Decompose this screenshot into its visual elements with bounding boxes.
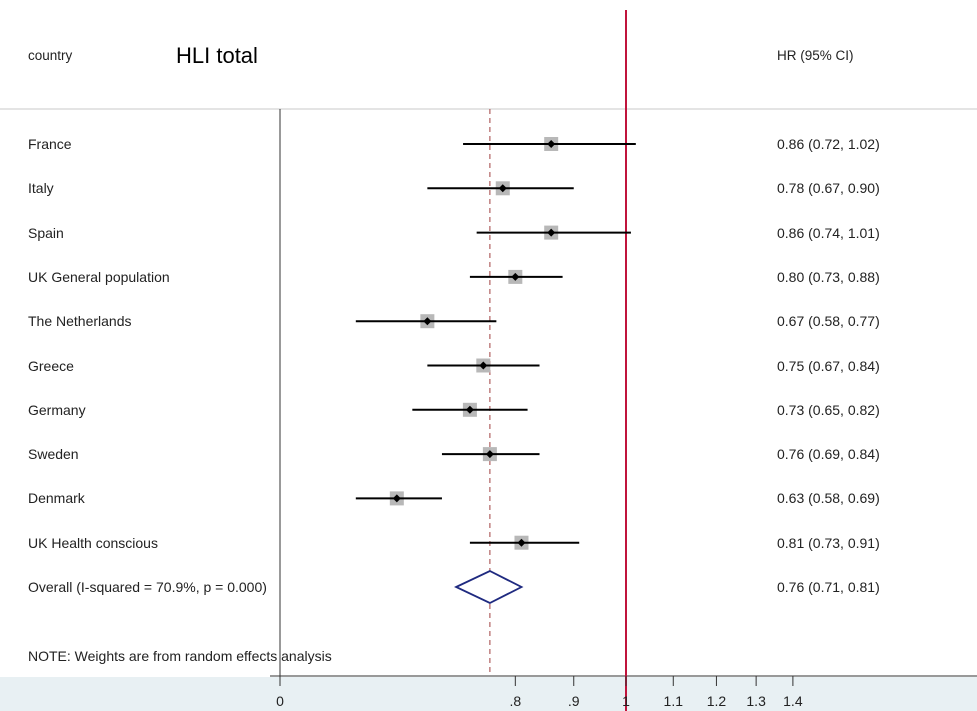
study-label: Sweden (28, 446, 79, 463)
overall-label: Overall (I-squared = 70.9%, p = 0.000) (28, 579, 267, 595)
point-estimate-marker (392, 494, 401, 503)
study-ci-text: 0.67 (0.58, 0.77) (777, 313, 880, 330)
x-tick-label: 1.1 (664, 693, 684, 709)
point-estimate-marker (479, 361, 488, 370)
point-estimate-marker (485, 450, 494, 459)
study-ci-text: 0.81 (0.73, 0.91) (777, 534, 880, 551)
overall-ci-text: 0.76 (0.71, 0.81) (777, 579, 880, 595)
point-estimate-marker (517, 538, 526, 547)
x-tick-label: .9 (568, 693, 580, 709)
study-ci-text: 0.80 (0.73, 0.88) (777, 268, 880, 285)
study-label: Italy (28, 180, 54, 197)
study-ci-text: 0.78 (0.67, 0.90) (777, 180, 880, 197)
study-ci-text: 0.76 (0.69, 0.84) (777, 446, 880, 463)
study-ci-text: 0.73 (0.65, 0.82) (777, 401, 880, 418)
x-tick-label: 0 (276, 693, 284, 709)
study-label: Germany (28, 401, 86, 418)
study-ci-text: 0.63 (0.58, 0.69) (777, 490, 880, 507)
x-tick-label: 1.4 (783, 693, 803, 709)
x-tick-label: 1 (622, 693, 630, 709)
study-label: France (28, 136, 72, 152)
study-ci-text: 0.75 (0.67, 0.84) (777, 357, 880, 374)
study-label: Greece (28, 357, 74, 374)
chart-title: HLI total (176, 43, 258, 68)
point-estimate-marker (498, 184, 507, 193)
point-estimate-marker (547, 140, 556, 148)
study-label: The Netherlands (28, 313, 132, 330)
x-tick-label: .8 (509, 693, 521, 709)
study-ci-text: 0.86 (0.74, 1.01) (777, 224, 880, 241)
point-estimate-marker (423, 317, 432, 326)
point-estimate-marker (465, 405, 474, 414)
axis-band (0, 677, 977, 711)
point-estimate-marker (547, 228, 556, 237)
note-text: NOTE: Weights are from random effects an… (28, 648, 332, 664)
study-label: UK General population (28, 268, 170, 285)
column-header-hr: HR (95% CI) (777, 48, 854, 63)
x-tick-label: 1.3 (746, 693, 766, 709)
study-label: UK Health conscious (28, 534, 158, 551)
overall-diamond (454, 569, 524, 605)
column-header-country: country (28, 48, 73, 63)
study-label: Denmark (28, 490, 85, 507)
study-ci-text: 0.86 (0.72, 1.02) (777, 136, 880, 152)
point-estimate-marker (511, 272, 520, 281)
study-label: Spain (28, 224, 64, 241)
x-tick-label: 1.2 (707, 693, 727, 709)
